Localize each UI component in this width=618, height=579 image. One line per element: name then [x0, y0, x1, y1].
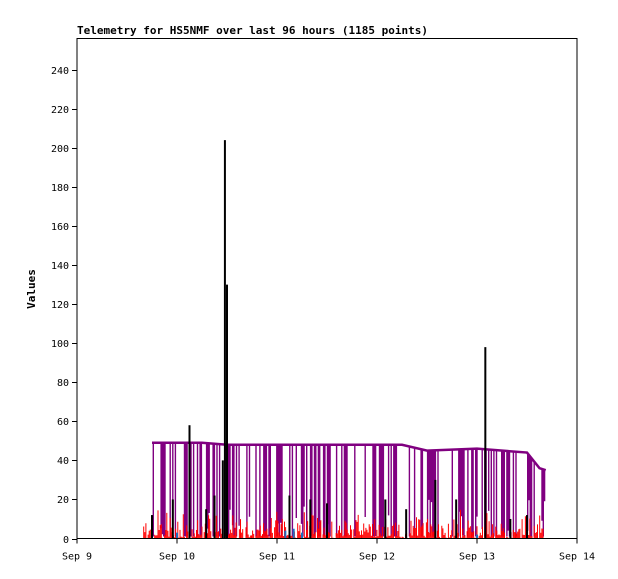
y-tick-label: 200 — [51, 144, 69, 155]
x-tick-label: Sep 12 — [359, 552, 395, 563]
y-axis-label: Values — [25, 269, 38, 309]
plot-area — [143, 140, 547, 539]
y-tick-label: 0 — [63, 535, 69, 546]
chart-title: Telemetry for HS5NMF over last 96 hours … — [77, 24, 428, 37]
y-tick-label: 240 — [51, 66, 69, 77]
x-axis: Sep 9 Sep 10 Sep 11 Sep 12 Sep 13 Sep 14 — [62, 538, 595, 563]
x-tick-label: Sep 13 — [459, 552, 495, 563]
x-tick-label: Sep 9 — [62, 552, 92, 563]
plot-frame — [76, 38, 578, 539]
y-axis: 0 20 40 60 80 100 120 140 160 180 200 220 240 — [51, 66, 77, 546]
y-tick-label: 100 — [51, 339, 69, 350]
y-tick-label: 80 — [57, 378, 69, 389]
y-tick-label: 40 — [57, 456, 69, 467]
x-tick-label: Sep 14 — [559, 552, 595, 563]
y-tick-label: 180 — [51, 183, 69, 194]
y-tick-label: 120 — [51, 300, 69, 311]
x-tick-label: Sep 10 — [159, 552, 195, 563]
y-tick-label: 160 — [51, 222, 69, 233]
y-tick-label: 220 — [51, 105, 69, 116]
y-tick-label: 60 — [57, 417, 69, 428]
series-noise — [143, 509, 544, 539]
y-tick-label: 140 — [51, 261, 69, 272]
series-band-drops — [152, 442, 546, 537]
series-band-line — [152, 441, 547, 472]
x-tick-label: Sep 11 — [259, 552, 295, 563]
y-tick-label: 20 — [57, 495, 69, 506]
